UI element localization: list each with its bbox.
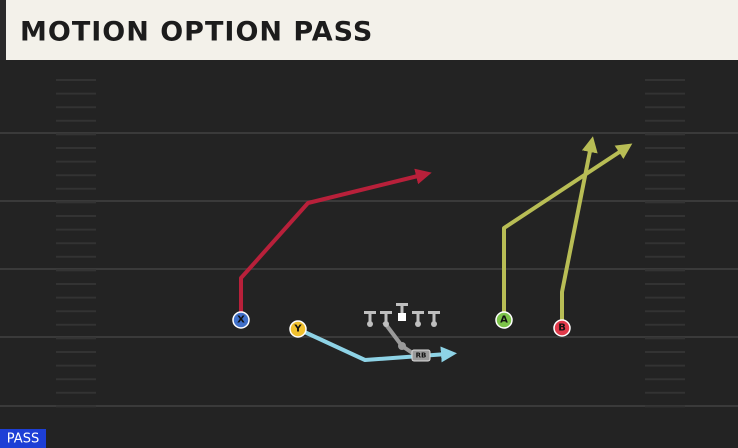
lineman-stem <box>368 313 372 323</box>
lineman-foot <box>415 321 421 327</box>
lineman <box>364 311 376 314</box>
player-label: X <box>237 315 245 326</box>
player-x <box>232 311 250 329</box>
offensive-line <box>364 303 440 327</box>
play-type-badge <box>0 429 46 448</box>
player-a <box>495 311 513 329</box>
play-type: PASS <box>7 432 39 447</box>
motion-dot <box>398 342 406 350</box>
title-bar <box>0 0 738 60</box>
lineman <box>380 311 392 314</box>
lineman <box>412 311 424 314</box>
player-b <box>553 319 571 337</box>
player-y <box>289 320 307 338</box>
lineman-foot <box>367 321 373 327</box>
lineman-foot <box>431 321 437 327</box>
field <box>0 60 738 448</box>
yard-lines <box>0 132 738 407</box>
player-label: RB <box>416 352 427 360</box>
player-label: A <box>500 315 508 326</box>
lineman <box>428 311 440 314</box>
center <box>398 313 406 321</box>
route-x <box>239 168 432 320</box>
title-accent <box>0 0 6 60</box>
player-label: Y <box>293 324 302 335</box>
lineman-stem <box>432 313 436 323</box>
play-title: MOTION OPTION PASS <box>20 17 373 48</box>
lineman <box>396 303 408 306</box>
hash-marks <box>56 79 685 408</box>
lineman-stem <box>400 305 404 313</box>
lineman-stem <box>416 313 420 323</box>
lineman-stem <box>384 313 388 323</box>
player-label: B <box>558 323 566 334</box>
player-rb <box>411 349 431 362</box>
lineman-foot <box>383 321 389 327</box>
route-b <box>560 136 598 328</box>
